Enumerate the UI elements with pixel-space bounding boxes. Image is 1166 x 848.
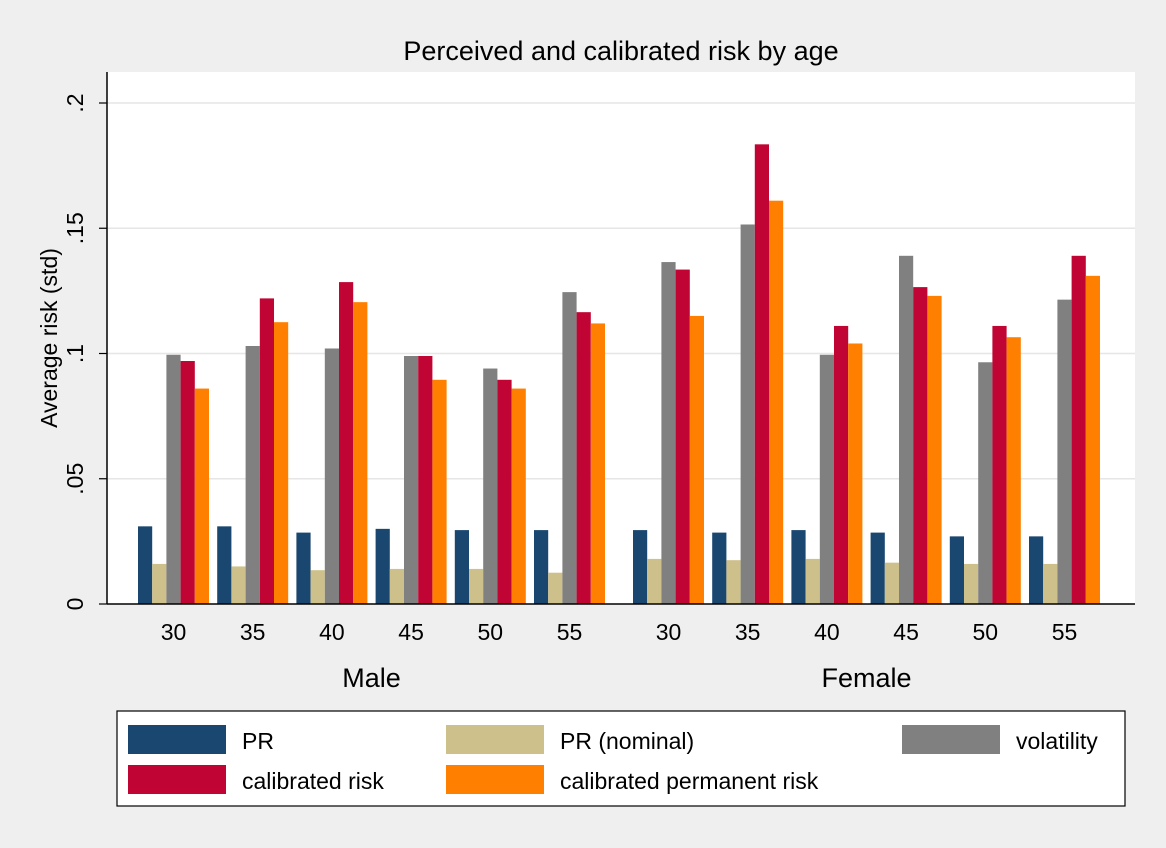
bar [152, 563, 167, 604]
bar [324, 348, 339, 604]
legend: PR PR (nominal) volatility calibrated risk c… [116, 710, 1126, 807]
legend-label: PR (nominal) [560, 728, 694, 754]
legend-label: calibrated permanent risk [560, 768, 819, 794]
legend-swatch [446, 765, 544, 794]
bar [647, 558, 662, 604]
bar [389, 568, 404, 604]
x-tick-label: 30 [656, 619, 682, 645]
bar [791, 530, 806, 604]
x-tick-label: 55 [557, 619, 583, 645]
y-tick-label: 0 [62, 598, 88, 611]
bar [562, 292, 577, 604]
bar [548, 572, 563, 604]
x-tick-label: 50 [973, 619, 999, 645]
bar [834, 325, 849, 604]
bar [404, 356, 419, 604]
legend-label: volatility [1016, 728, 1098, 754]
bar [194, 388, 209, 604]
legend-swatch [128, 765, 226, 794]
bar [769, 200, 784, 604]
bar [899, 255, 914, 604]
bar [927, 295, 942, 604]
bar [978, 362, 993, 604]
x-tick-label: 40 [814, 619, 840, 645]
legend-swatch [902, 725, 1000, 754]
bar [992, 325, 1007, 604]
legend-items: PR PR (nominal) volatility calibrated risk c… [128, 725, 1098, 794]
bar [454, 530, 469, 604]
bar [310, 570, 325, 604]
x-tick-label: 35 [735, 619, 761, 645]
bar [1085, 275, 1100, 604]
bar [418, 356, 433, 604]
group-label: Male [342, 663, 401, 693]
x-tick-label: 45 [893, 619, 919, 645]
bar [259, 298, 274, 604]
y-axis-ticks: 0 .05 .1 .15 .2 [62, 93, 107, 610]
bars [138, 144, 1100, 604]
bar [819, 354, 834, 604]
bar [805, 558, 820, 604]
x-tick-label: 50 [478, 619, 504, 645]
bar [353, 302, 368, 604]
bar [590, 323, 605, 604]
y-tick-label: .15 [62, 212, 88, 244]
x-axis-ticks: 30 35 40 45 50 55 30 35 40 45 50 55 [161, 619, 1078, 645]
bar [166, 354, 181, 604]
bar [511, 388, 526, 604]
y-axis-title: Average risk (std) [36, 248, 62, 428]
bar [245, 345, 260, 604]
bar [1057, 299, 1072, 604]
bar [740, 224, 755, 604]
bar [1071, 255, 1086, 604]
bar [375, 528, 390, 604]
bar [296, 532, 311, 604]
bar [274, 322, 289, 604]
bar [138, 526, 153, 604]
bar [483, 368, 498, 604]
group-label: Female [821, 663, 911, 693]
bar [712, 532, 727, 604]
bar [231, 566, 246, 604]
bar [497, 379, 512, 604]
legend-label: calibrated risk [242, 768, 384, 794]
bar [848, 343, 863, 604]
legend-label: PR [242, 728, 274, 754]
bar [1006, 337, 1021, 604]
bar [870, 532, 885, 604]
x-tick-label: 40 [319, 619, 345, 645]
bar [1043, 563, 1058, 604]
y-tick-label: .2 [62, 93, 88, 112]
x-tick-label: 55 [1052, 619, 1078, 645]
bar [726, 560, 741, 604]
bar [633, 530, 648, 604]
x-tick-label: 45 [398, 619, 424, 645]
bar [1029, 536, 1044, 604]
bar [217, 526, 232, 604]
bar [949, 536, 964, 604]
bar [884, 562, 899, 604]
bar [576, 312, 591, 604]
bar [689, 315, 704, 604]
bar [534, 530, 549, 604]
group-labels: Male Female [342, 663, 911, 693]
bar [754, 144, 769, 604]
legend-swatch [446, 725, 544, 754]
bar [675, 269, 690, 604]
legend-swatch [128, 725, 226, 754]
bar [339, 282, 354, 604]
y-tick-label: .05 [62, 463, 88, 495]
bar [469, 568, 484, 604]
bar [964, 563, 979, 604]
chart-title: Perceived and calibrated risk by age [403, 36, 838, 66]
y-tick-label: .1 [62, 344, 88, 363]
x-tick-label: 35 [240, 619, 266, 645]
bar [180, 361, 195, 604]
bar [661, 262, 676, 604]
bar [913, 287, 928, 604]
bar [432, 379, 447, 604]
x-tick-label: 30 [161, 619, 187, 645]
